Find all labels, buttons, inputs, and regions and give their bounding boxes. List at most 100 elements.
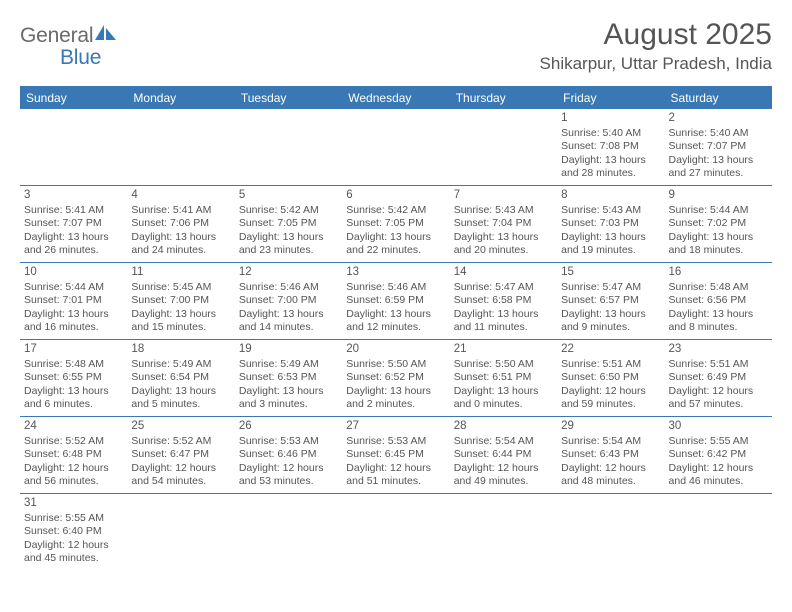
day-number: 22 <box>561 342 660 357</box>
empty-cell <box>20 109 127 185</box>
month-title: August 2025 <box>540 18 772 52</box>
day-cell: 23Sunrise: 5:51 AMSunset: 6:49 PMDayligh… <box>665 340 772 416</box>
sunset-text: Sunset: 6:46 PM <box>239 448 338 461</box>
sunrise-text: Sunrise: 5:50 AM <box>346 358 445 371</box>
day-header-row: SundayMondayTuesdayWednesdayThursdayFrid… <box>20 87 772 109</box>
day-cell: 17Sunrise: 5:48 AMSunset: 6:55 PMDayligh… <box>20 340 127 416</box>
day-number: 5 <box>239 188 338 203</box>
day-number: 24 <box>24 419 123 434</box>
empty-cell <box>127 109 234 185</box>
day-number: 18 <box>131 342 230 357</box>
week-row: 17Sunrise: 5:48 AMSunset: 6:55 PMDayligh… <box>20 340 772 417</box>
empty-cell <box>342 109 449 185</box>
empty-cell <box>235 494 342 570</box>
sunrise-text: Sunrise: 5:46 AM <box>239 281 338 294</box>
sunset-text: Sunset: 6:44 PM <box>454 448 553 461</box>
day-number: 7 <box>454 188 553 203</box>
sunrise-text: Sunrise: 5:47 AM <box>561 281 660 294</box>
logo: General <box>20 24 117 48</box>
sunset-text: Sunset: 6:45 PM <box>346 448 445 461</box>
daylight-text: Daylight: 12 hours and 53 minutes. <box>239 462 338 489</box>
daylight-text: Daylight: 13 hours and 26 minutes. <box>24 231 123 258</box>
sunset-text: Sunset: 7:07 PM <box>24 217 123 230</box>
sunset-text: Sunset: 6:59 PM <box>346 294 445 307</box>
day-number: 27 <box>346 419 445 434</box>
day-header: Wednesday <box>342 87 449 109</box>
sunset-text: Sunset: 6:49 PM <box>669 371 768 384</box>
day-cell: 1Sunrise: 5:40 AMSunset: 7:08 PMDaylight… <box>557 109 664 185</box>
sunrise-text: Sunrise: 5:55 AM <box>669 435 768 448</box>
daylight-text: Daylight: 12 hours and 46 minutes. <box>669 462 768 489</box>
day-number: 1 <box>561 111 660 126</box>
daylight-text: Daylight: 13 hours and 9 minutes. <box>561 308 660 335</box>
sunrise-text: Sunrise: 5:51 AM <box>561 358 660 371</box>
day-header: Tuesday <box>235 87 342 109</box>
day-header: Friday <box>557 87 664 109</box>
daylight-text: Daylight: 13 hours and 19 minutes. <box>561 231 660 258</box>
daylight-text: Daylight: 12 hours and 45 minutes. <box>24 539 123 566</box>
sunrise-text: Sunrise: 5:41 AM <box>131 204 230 217</box>
day-number: 21 <box>454 342 553 357</box>
day-cell: 11Sunrise: 5:45 AMSunset: 7:00 PMDayligh… <box>127 263 234 339</box>
empty-cell <box>450 109 557 185</box>
daylight-text: Daylight: 12 hours and 56 minutes. <box>24 462 123 489</box>
day-number: 29 <box>561 419 660 434</box>
sunrise-text: Sunrise: 5:49 AM <box>239 358 338 371</box>
day-cell: 27Sunrise: 5:53 AMSunset: 6:45 PMDayligh… <box>342 417 449 493</box>
sunset-text: Sunset: 7:01 PM <box>24 294 123 307</box>
day-number: 28 <box>454 419 553 434</box>
sunset-text: Sunset: 6:53 PM <box>239 371 338 384</box>
day-cell: 12Sunrise: 5:46 AMSunset: 7:00 PMDayligh… <box>235 263 342 339</box>
daylight-text: Daylight: 13 hours and 23 minutes. <box>239 231 338 258</box>
daylight-text: Daylight: 13 hours and 2 minutes. <box>346 385 445 412</box>
daylight-text: Daylight: 13 hours and 11 minutes. <box>454 308 553 335</box>
sunset-text: Sunset: 7:06 PM <box>131 217 230 230</box>
sunset-text: Sunset: 7:07 PM <box>669 140 768 153</box>
day-cell: 3Sunrise: 5:41 AMSunset: 7:07 PMDaylight… <box>20 186 127 262</box>
day-cell: 22Sunrise: 5:51 AMSunset: 6:50 PMDayligh… <box>557 340 664 416</box>
day-cell: 29Sunrise: 5:54 AMSunset: 6:43 PMDayligh… <box>557 417 664 493</box>
daylight-text: Daylight: 13 hours and 3 minutes. <box>239 385 338 412</box>
day-cell: 2Sunrise: 5:40 AMSunset: 7:07 PMDaylight… <box>665 109 772 185</box>
day-number: 13 <box>346 265 445 280</box>
sunrise-text: Sunrise: 5:48 AM <box>669 281 768 294</box>
day-cell: 16Sunrise: 5:48 AMSunset: 6:56 PMDayligh… <box>665 263 772 339</box>
sunrise-text: Sunrise: 5:48 AM <box>24 358 123 371</box>
week-row: 24Sunrise: 5:52 AMSunset: 6:48 PMDayligh… <box>20 417 772 494</box>
sunrise-text: Sunrise: 5:40 AM <box>561 127 660 140</box>
daylight-text: Daylight: 13 hours and 15 minutes. <box>131 308 230 335</box>
sunrise-text: Sunrise: 5:51 AM <box>669 358 768 371</box>
sunset-text: Sunset: 7:08 PM <box>561 140 660 153</box>
day-number: 23 <box>669 342 768 357</box>
daylight-text: Daylight: 12 hours and 51 minutes. <box>346 462 445 489</box>
daylight-text: Daylight: 13 hours and 8 minutes. <box>669 308 768 335</box>
day-number: 10 <box>24 265 123 280</box>
day-cell: 8Sunrise: 5:43 AMSunset: 7:03 PMDaylight… <box>557 186 664 262</box>
sunrise-text: Sunrise: 5:45 AM <box>131 281 230 294</box>
daylight-text: Daylight: 13 hours and 24 minutes. <box>131 231 230 258</box>
daylight-text: Daylight: 13 hours and 18 minutes. <box>669 231 768 258</box>
day-header: Saturday <box>665 87 772 109</box>
sunset-text: Sunset: 6:48 PM <box>24 448 123 461</box>
sunset-text: Sunset: 6:51 PM <box>454 371 553 384</box>
daylight-text: Daylight: 12 hours and 54 minutes. <box>131 462 230 489</box>
sunrise-text: Sunrise: 5:43 AM <box>454 204 553 217</box>
day-number: 31 <box>24 496 123 511</box>
header: General August 2025 Shikarpur, Uttar Pra… <box>20 18 772 74</box>
day-cell: 28Sunrise: 5:54 AMSunset: 6:44 PMDayligh… <box>450 417 557 493</box>
day-cell: 14Sunrise: 5:47 AMSunset: 6:58 PMDayligh… <box>450 263 557 339</box>
week-row: 31Sunrise: 5:55 AMSunset: 6:40 PMDayligh… <box>20 494 772 570</box>
empty-cell <box>450 494 557 570</box>
sunset-text: Sunset: 6:50 PM <box>561 371 660 384</box>
day-number: 30 <box>669 419 768 434</box>
daylight-text: Daylight: 12 hours and 48 minutes. <box>561 462 660 489</box>
sunrise-text: Sunrise: 5:49 AM <box>131 358 230 371</box>
sunset-text: Sunset: 6:55 PM <box>24 371 123 384</box>
sunrise-text: Sunrise: 5:43 AM <box>561 204 660 217</box>
week-row: 1Sunrise: 5:40 AMSunset: 7:08 PMDaylight… <box>20 109 772 186</box>
week-row: 3Sunrise: 5:41 AMSunset: 7:07 PMDaylight… <box>20 186 772 263</box>
sunset-text: Sunset: 6:58 PM <box>454 294 553 307</box>
sunset-text: Sunset: 6:42 PM <box>669 448 768 461</box>
daylight-text: Daylight: 12 hours and 57 minutes. <box>669 385 768 412</box>
day-number: 26 <box>239 419 338 434</box>
